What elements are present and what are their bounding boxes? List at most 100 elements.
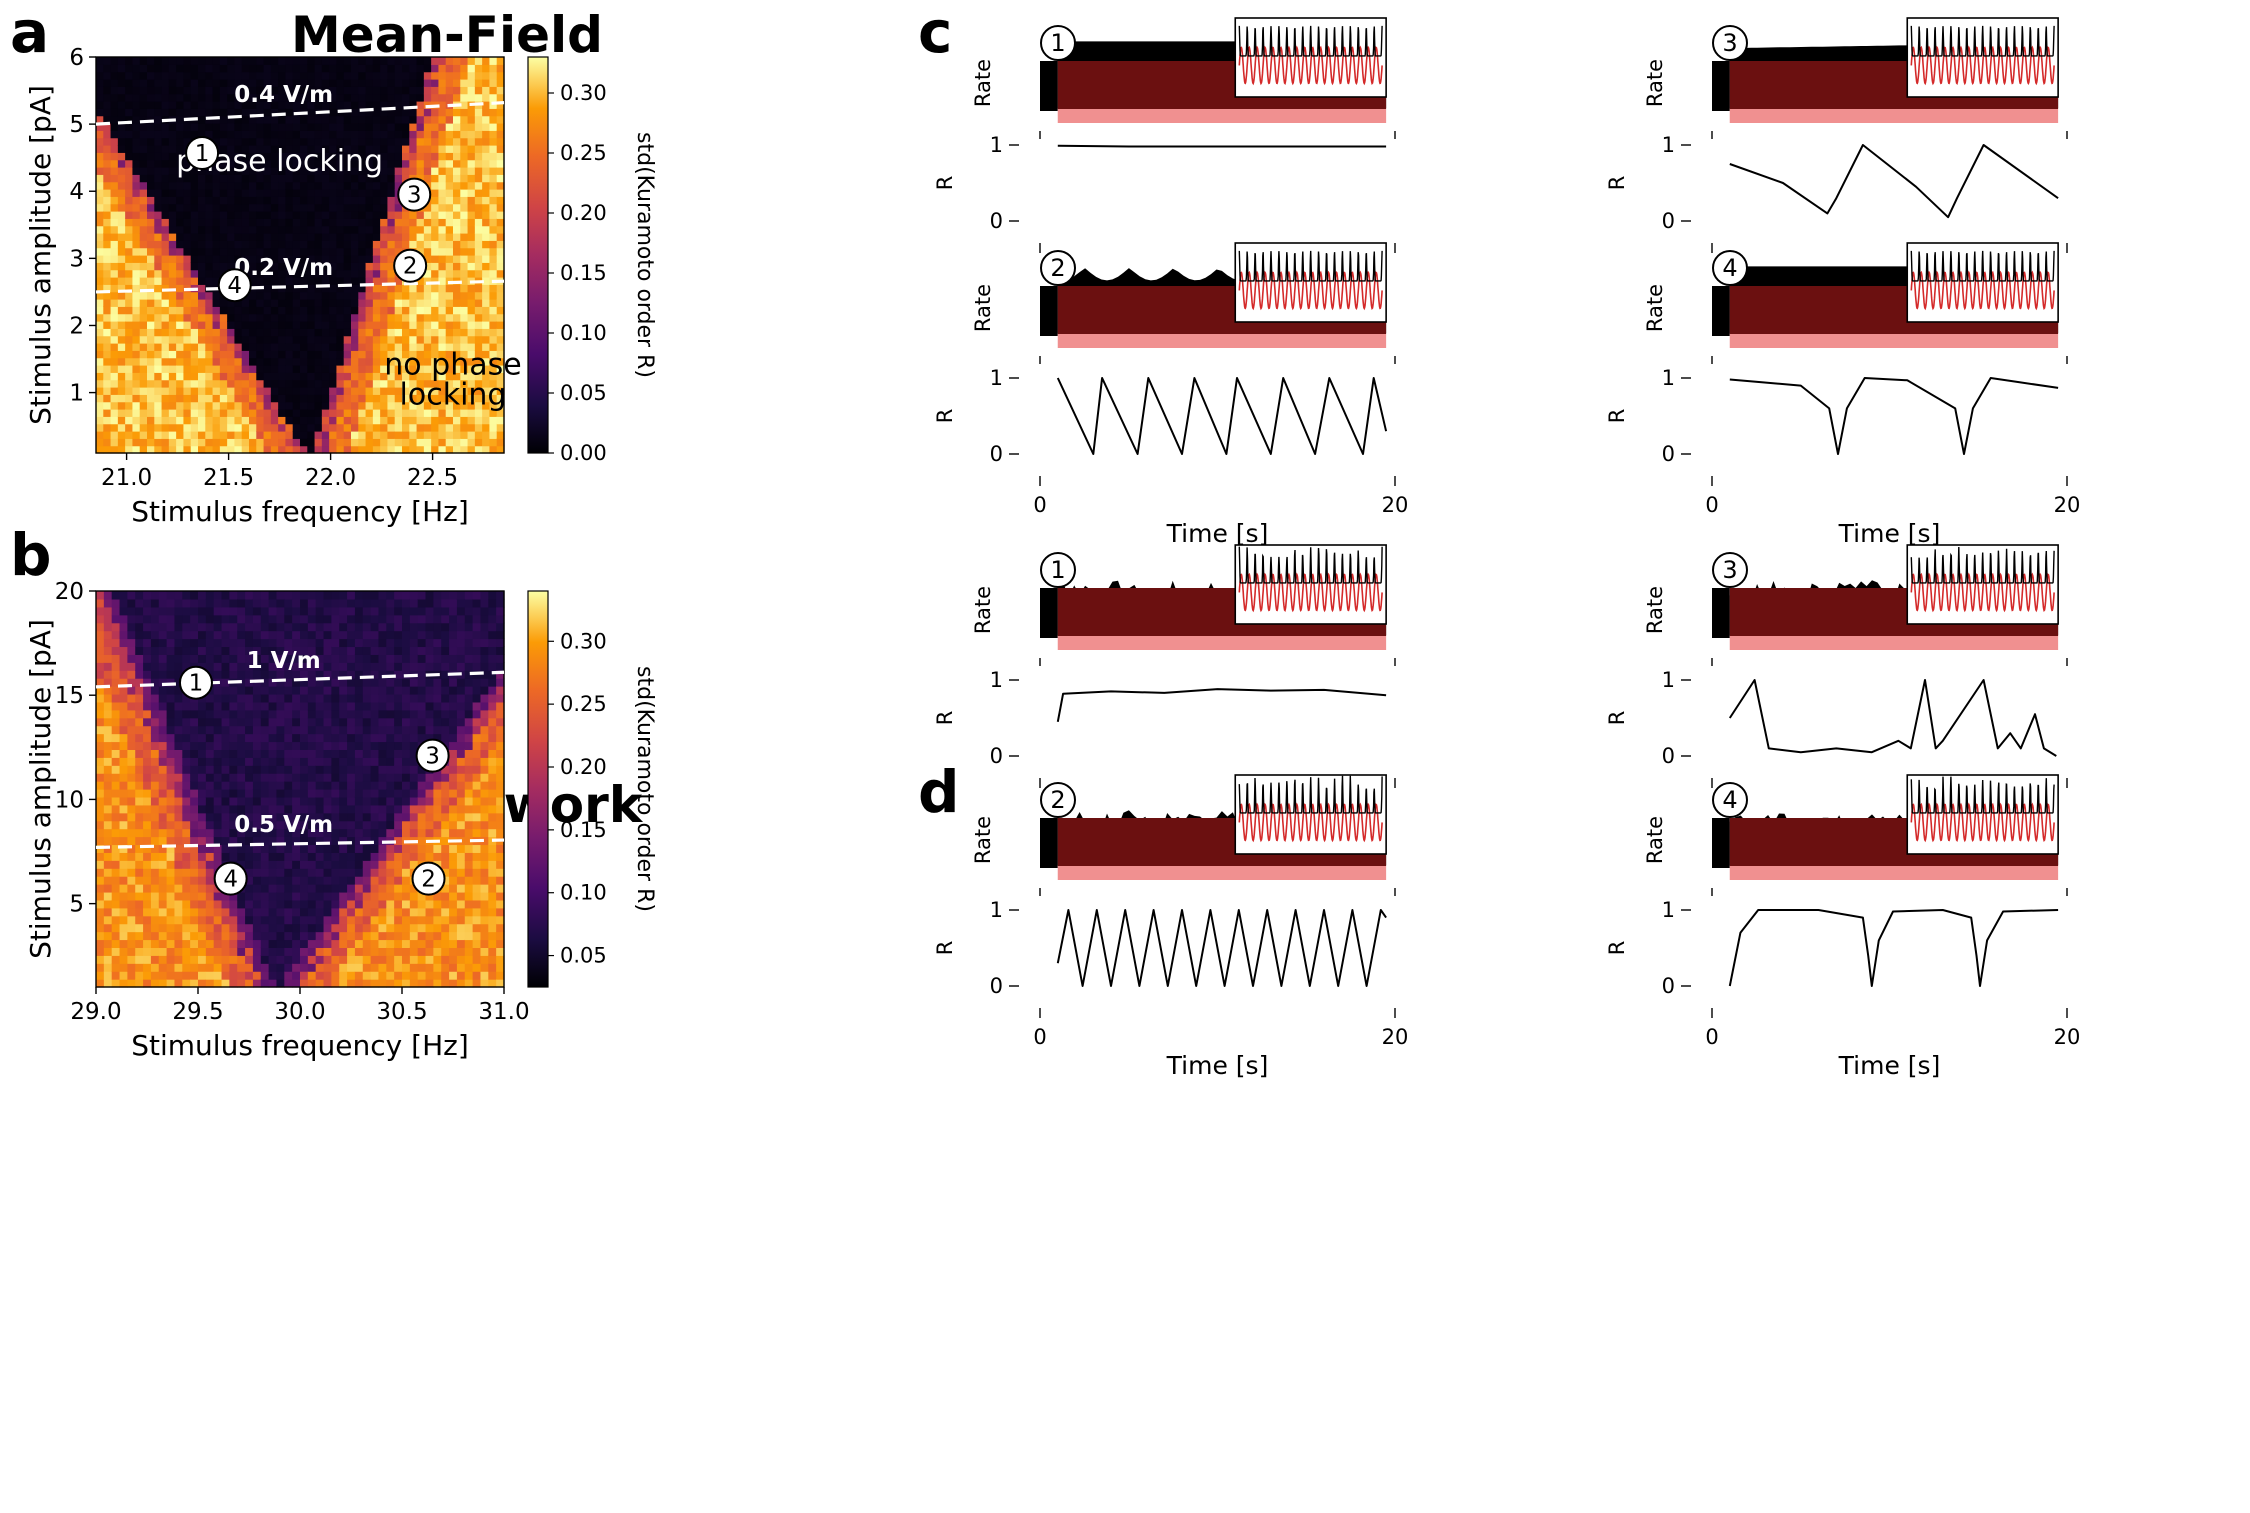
heatmap-cell — [276, 844, 285, 853]
heatmap-cell — [314, 431, 323, 439]
heatmap-cell — [315, 622, 325, 632]
heatmap-cell — [354, 725, 364, 735]
heatmap-cell — [260, 804, 270, 814]
heatmap-cell — [103, 876, 113, 885]
heatmap-cell — [103, 357, 112, 366]
heatmap-cell — [158, 820, 168, 830]
heatmap-cell — [284, 804, 293, 814]
heatmap-cell — [154, 130, 163, 139]
heatmap-cell — [103, 709, 113, 719]
heatmap-cell — [354, 955, 364, 964]
heatmap-cell — [365, 379, 374, 388]
heatmap-cell — [489, 438, 498, 447]
heatmap-cell — [174, 773, 183, 782]
heatmap-cell — [263, 159, 272, 168]
heatmap-cell — [292, 321, 301, 329]
heatmap-cell — [372, 196, 381, 205]
heatmap-cell — [423, 152, 432, 161]
heatmap-cell — [467, 350, 476, 359]
heatmap-cell — [96, 860, 105, 869]
heatmap-cell — [190, 899, 199, 909]
heatmap-cell — [496, 93, 505, 102]
heatmap-cell — [96, 876, 105, 885]
heatmap-cell — [284, 820, 293, 830]
heatmap-cell — [183, 365, 192, 373]
heatmap-cell — [343, 71, 352, 80]
heatmap-cell — [321, 57, 330, 65]
heatmap-cell — [394, 401, 403, 410]
heatmap-cell — [270, 372, 279, 381]
heatmap-cell — [445, 445, 454, 454]
heatmap-cell — [445, 291, 454, 300]
heatmap-cell — [331, 678, 340, 687]
heatmap-cell — [314, 189, 323, 197]
heatmap-cell — [190, 820, 199, 830]
heatmap-cell — [161, 233, 170, 241]
heatmap-cell — [474, 321, 483, 329]
heatmap-cell — [256, 365, 265, 373]
heatmap-cell — [270, 225, 279, 234]
colorbar-label: std(Kuramoto order R) — [632, 132, 657, 378]
heatmap-cell — [143, 804, 152, 814]
heatmap-cell — [351, 343, 359, 351]
heatmap-cell — [467, 328, 476, 337]
heatmap-cell — [176, 101, 185, 109]
heatmap-cell — [460, 269, 469, 278]
heatmap-cell — [96, 955, 105, 964]
heatmap-cell — [329, 130, 338, 139]
heatmap-cell — [358, 313, 367, 322]
heatmap-cell — [117, 431, 126, 439]
heatmap-cell — [307, 130, 316, 139]
heatmap-cell — [307, 379, 316, 388]
heatmap-cell — [489, 152, 498, 161]
heatmap-cell — [127, 939, 136, 948]
heatmap-cell — [219, 379, 228, 388]
heatmap-cell — [300, 891, 309, 901]
heatmap-cell — [161, 372, 170, 381]
heatmap-cell — [284, 828, 293, 838]
heatmap-cell — [110, 189, 119, 197]
heatmap-cell — [103, 646, 113, 655]
heatmap-cell — [307, 891, 317, 901]
heatmap-cell — [362, 828, 372, 838]
heatmap-cell — [256, 328, 265, 337]
heatmap-cell — [119, 907, 128, 917]
heatmap-cell — [329, 291, 338, 300]
heatmap-cell — [453, 335, 461, 344]
heatmap-cell — [147, 211, 155, 219]
heatmap-cell — [489, 350, 498, 359]
heatmap-cell — [168, 196, 177, 205]
heatmap-cell — [482, 101, 491, 109]
heatmap-cell — [467, 365, 476, 373]
heatmap-cell — [103, 233, 112, 241]
heatmap-cell — [354, 781, 364, 790]
heatmap-cell — [219, 174, 228, 183]
heatmap-cell — [336, 64, 345, 73]
heatmap-cell — [315, 749, 325, 758]
heatmap-cell — [423, 64, 432, 73]
heatmap-cell — [166, 686, 176, 695]
heatmap-cell — [198, 93, 206, 102]
heatmap-cell — [362, 820, 372, 830]
heatmap-cell — [263, 409, 272, 417]
heatmap-cell — [362, 891, 372, 901]
heatmap-cell — [445, 372, 454, 381]
heatmap-cell — [431, 335, 440, 344]
heatmap-cell — [135, 884, 144, 893]
heatmap-cell — [321, 101, 330, 109]
heatmap-cell — [300, 225, 308, 234]
heatmap-cell — [378, 591, 387, 600]
heatmap-cell — [339, 979, 348, 988]
heatmap-cell — [284, 598, 293, 608]
heatmap-cell — [237, 939, 246, 948]
heatmap-cell — [205, 174, 214, 183]
heatmap-cell — [176, 225, 185, 234]
heatmap-cell — [221, 844, 230, 853]
heatmap-cell — [127, 638, 136, 648]
heatmap-cell — [300, 431, 308, 439]
heatmap-cell — [221, 931, 230, 941]
heatmap-cell — [489, 321, 498, 329]
heatmap-cell — [307, 152, 316, 161]
heatmap-cell — [354, 899, 364, 909]
heatmap-cell — [125, 379, 134, 388]
